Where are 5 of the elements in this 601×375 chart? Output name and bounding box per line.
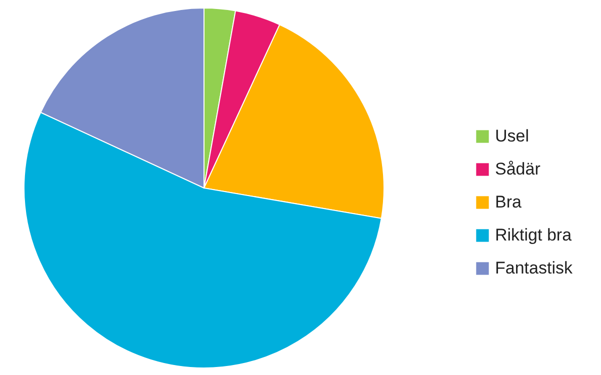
legend-label: Riktigt bra [495, 226, 572, 244]
legend-label: Sådär [495, 160, 541, 178]
legend-label: Bra [495, 192, 522, 212]
legend-label: Usel [495, 126, 530, 146]
legend-label: Fantastisk [495, 258, 573, 278]
